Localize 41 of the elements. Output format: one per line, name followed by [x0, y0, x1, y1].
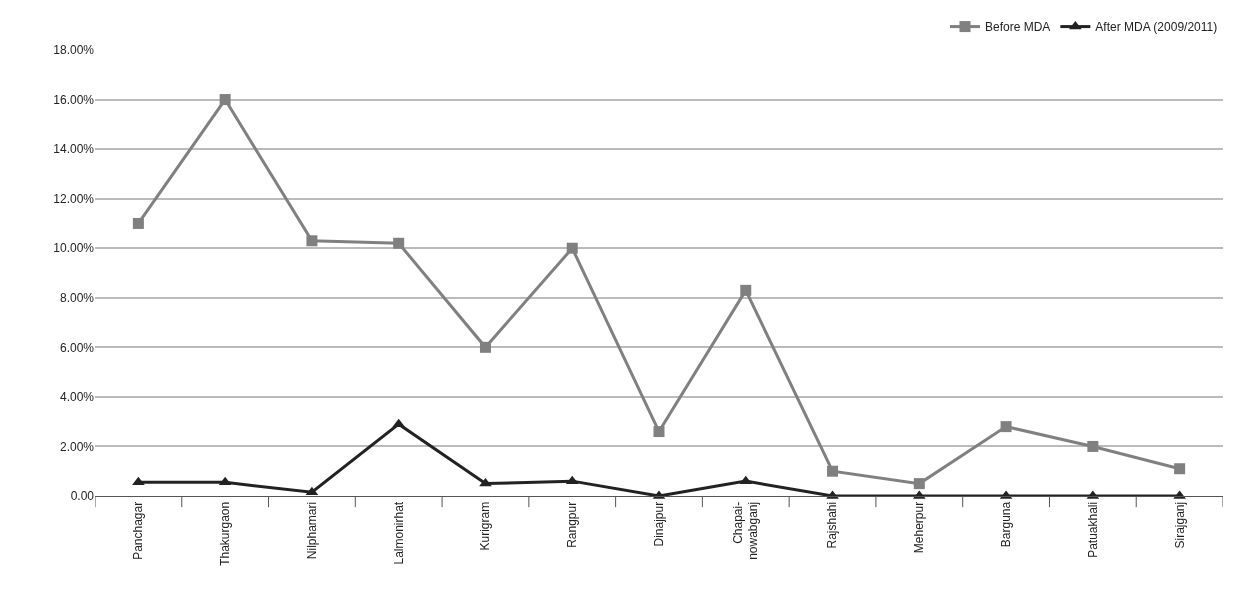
x-tick-label: Chapai- nowabganj [730, 501, 761, 560]
x-tick-label: Rangpur [565, 501, 580, 548]
y-tick-label: 6.00% [59, 340, 95, 355]
point [913, 478, 925, 490]
point [219, 94, 231, 106]
point [1000, 421, 1012, 433]
point [1087, 440, 1099, 452]
y-tick-label: 14.00% [53, 142, 95, 157]
point [306, 235, 318, 247]
point [653, 426, 665, 438]
point [393, 237, 405, 249]
point [566, 242, 578, 254]
x-tick-label: Kurigram [478, 501, 493, 551]
y-tick-label: 12.00% [53, 191, 95, 206]
x-tick-label: Thakurgaon [218, 501, 233, 566]
x-tick-label: Nilphamari [304, 501, 319, 560]
x-tick-label: Patuakhali [1085, 501, 1100, 558]
y-tick-label: 4.00% [59, 390, 95, 405]
x-tick-label: Barguna [998, 501, 1013, 548]
y-tick-label: 18.00% [53, 43, 95, 58]
point [479, 341, 491, 353]
x-tick-label: Sirajganj [1172, 501, 1187, 549]
x-tick-label: Panchagar [131, 501, 146, 560]
x-tick-label: Lalmonirhat [391, 501, 406, 565]
y-tick-label: 10.00% [53, 241, 95, 256]
y-tick-label: 0.00 [70, 489, 95, 504]
point [132, 217, 144, 229]
y-tick-label: 2.00% [59, 439, 95, 454]
point [740, 284, 752, 296]
y-tick-label: 8.00% [59, 290, 95, 305]
y-tick-label: 16.00% [53, 92, 95, 107]
x-tick-label: Meherpur [912, 501, 927, 554]
point [132, 476, 145, 486]
point [827, 465, 839, 477]
point [305, 486, 319, 496]
legend-label: After MDA (2009/2011) [1095, 20, 1218, 35]
x-tick-label: Rajshahi [825, 501, 840, 549]
x-tick-label: Dinajpur [651, 501, 666, 547]
point [1174, 463, 1186, 475]
point [218, 476, 232, 486]
legend-label: Before MDA [985, 20, 1051, 35]
